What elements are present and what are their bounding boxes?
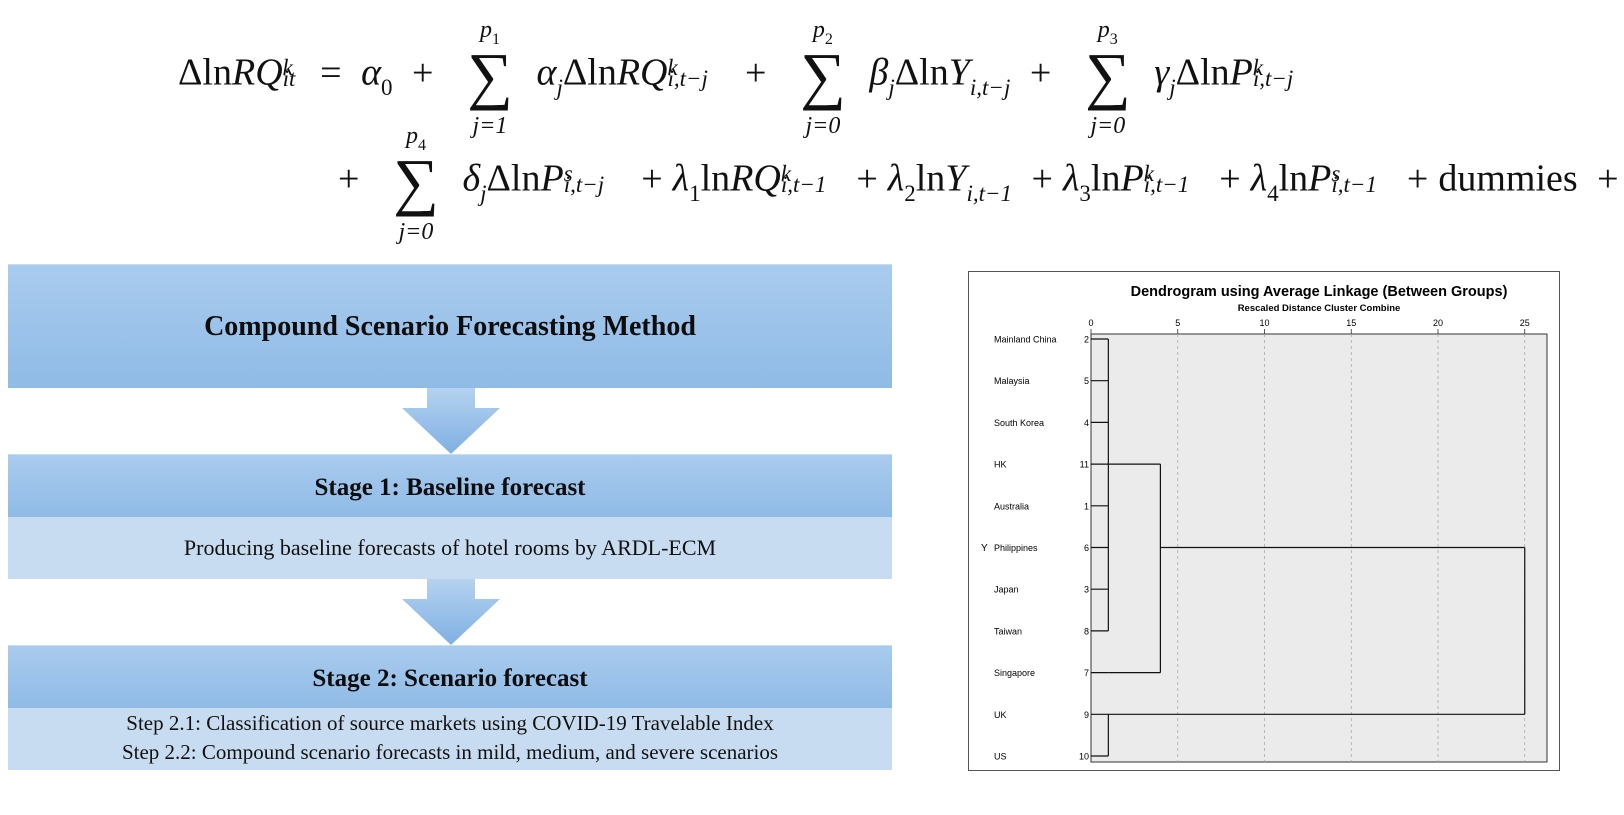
leaf-id: 9 bbox=[1084, 710, 1089, 720]
stage2-body: Step 2.1: Classification of source marke… bbox=[8, 708, 892, 770]
eq-term3-var: P bbox=[1229, 51, 1253, 94]
eq-lambda4: λ bbox=[1250, 157, 1268, 200]
eq-lhs-sup: k bbox=[282, 55, 293, 81]
sum-3: p3 ∑ j=0 bbox=[1084, 17, 1131, 139]
dendrogram-title: Dendrogram using Average Linkage (Betwee… bbox=[1131, 284, 1508, 300]
down-arrow-1 bbox=[402, 388, 500, 454]
eq-plus-2: + bbox=[744, 51, 767, 94]
leaf-label: Mainland China bbox=[994, 335, 1057, 345]
leaf-id: 2 bbox=[1084, 335, 1089, 345]
leaf-label: HK bbox=[994, 460, 1007, 470]
dendrogram-chart: Dendrogram using Average Linkage (Betwee… bbox=[968, 271, 1560, 771]
dendrogram-subtitle: Rescaled Distance Cluster Combine bbox=[1238, 303, 1401, 314]
leaf-id: 1 bbox=[1084, 501, 1089, 511]
eq-term4-op: Δln bbox=[486, 157, 541, 200]
eq2-plus-5: + bbox=[1219, 157, 1241, 200]
stage1-body: Producing baseline forecasts of hotel ro… bbox=[8, 517, 892, 579]
eq-alpha0-sub: 0 bbox=[381, 75, 393, 101]
eq2-plus: + bbox=[338, 157, 360, 200]
equation-line-2: + p4 ∑ j=0 δjΔlnP s i,t−j + λ1lnRQ k i,t−1 + λ2l… bbox=[338, 123, 1619, 245]
sum-4: p4 ∑ j=0 bbox=[393, 123, 439, 245]
eq-lambda3: λ bbox=[1062, 157, 1080, 200]
leaf-id: 3 bbox=[1084, 585, 1089, 595]
leaf-id: 6 bbox=[1084, 543, 1089, 553]
dendrogram-svg: Dendrogram using Average Linkage (Betwee… bbox=[981, 284, 1548, 763]
leaf-label: US bbox=[994, 752, 1007, 762]
equation-line-1: ΔlnRQ k it = α0 + p1 ∑ j=1 αjΔlnRQ k i,t−j + p… bbox=[178, 17, 1294, 139]
eq-term3-coef: γ bbox=[1154, 51, 1170, 94]
eq2-plus-7: + bbox=[1597, 157, 1619, 200]
eq-lhs-sub: it bbox=[282, 65, 296, 91]
down-arrow-2 bbox=[402, 579, 500, 645]
method-title: Compound Scenario Forecasting Method bbox=[204, 311, 696, 342]
stage2-title: Stage 2: Scenario forecast bbox=[312, 665, 588, 692]
x-tick-label-20: 20 bbox=[1433, 318, 1443, 328]
stage1-title: Stage 1: Baseline forecast bbox=[314, 474, 586, 501]
x-tick-label-0: 0 bbox=[1088, 318, 1093, 328]
leaf-id: 11 bbox=[1080, 460, 1089, 470]
leaf-id: 8 bbox=[1084, 626, 1089, 636]
leaf-label: UK bbox=[994, 710, 1007, 720]
sum-1: p1 ∑ j=1 bbox=[467, 17, 513, 139]
eq-lambda1: λ bbox=[672, 157, 690, 200]
leaf-id: 7 bbox=[1084, 668, 1089, 678]
x-tick-label-5: 5 bbox=[1175, 318, 1180, 328]
eq-term4-coef: δ bbox=[462, 157, 481, 200]
eq-plus: + bbox=[412, 51, 434, 94]
stage2-step-2: Step 2.2: Compound scenario forecasts in… bbox=[121, 740, 779, 764]
eq-term1-op: Δln bbox=[562, 51, 617, 94]
x-tick-label-15: 15 bbox=[1346, 318, 1356, 328]
leaf-label: Malaysia bbox=[994, 376, 1030, 386]
axis-label-y: Y bbox=[981, 543, 988, 554]
stage1-header: Stage 1: Baseline forecast bbox=[8, 454, 892, 517]
eq2-plus-2: + bbox=[641, 157, 663, 200]
eq-equals: = bbox=[320, 51, 342, 94]
eq-term2-coef: β bbox=[869, 51, 889, 94]
stage2-step-1: Step 2.1: Classification of source marke… bbox=[126, 711, 774, 735]
eq-dummies: dummies bbox=[1438, 157, 1578, 200]
eq-lhs-op: Δln bbox=[178, 51, 232, 94]
eq2-plus-3: + bbox=[856, 157, 878, 200]
method-title-box: Compound Scenario Forecasting Method bbox=[8, 264, 892, 388]
eq-term1-coef: α bbox=[536, 51, 557, 94]
leaf-id: 10 bbox=[1079, 752, 1089, 762]
sum-2: p2 ∑ j=0 bbox=[800, 17, 846, 139]
eq-term1-var: RQ bbox=[616, 51, 668, 94]
eq-alpha0: α bbox=[361, 51, 382, 94]
leaf-label: Japan bbox=[994, 585, 1019, 595]
eq-term3-op: Δln bbox=[1175, 51, 1230, 94]
leaf-id: 5 bbox=[1084, 376, 1089, 386]
leaf-label: Australia bbox=[994, 501, 1029, 511]
eq-term2-op: Δln bbox=[894, 51, 949, 94]
eq-lambda2: λ bbox=[887, 157, 905, 200]
leaf-label: Taiwan bbox=[994, 626, 1022, 636]
leaf-id: 4 bbox=[1084, 418, 1089, 428]
eq-lhs-var: RQ bbox=[232, 51, 283, 94]
eq2-plus-4: + bbox=[1031, 157, 1053, 200]
x-tick-label-25: 25 bbox=[1520, 318, 1530, 328]
eq-term4-var: P bbox=[540, 157, 564, 200]
leaf-label: Philippines bbox=[994, 543, 1038, 553]
eq-term2-var: Y bbox=[948, 51, 970, 94]
x-tick-label-10: 10 bbox=[1259, 318, 1269, 328]
eq2-plus-6: + bbox=[1406, 157, 1429, 200]
stage1-description: Producing baseline forecasts of hotel ro… bbox=[183, 535, 717, 560]
stage2-header: Stage 2: Scenario forecast bbox=[8, 645, 892, 708]
leaf-label: South Korea bbox=[994, 418, 1044, 428]
leaf-label: Singapore bbox=[994, 668, 1035, 678]
eq-plus-3: + bbox=[1029, 51, 1052, 94]
